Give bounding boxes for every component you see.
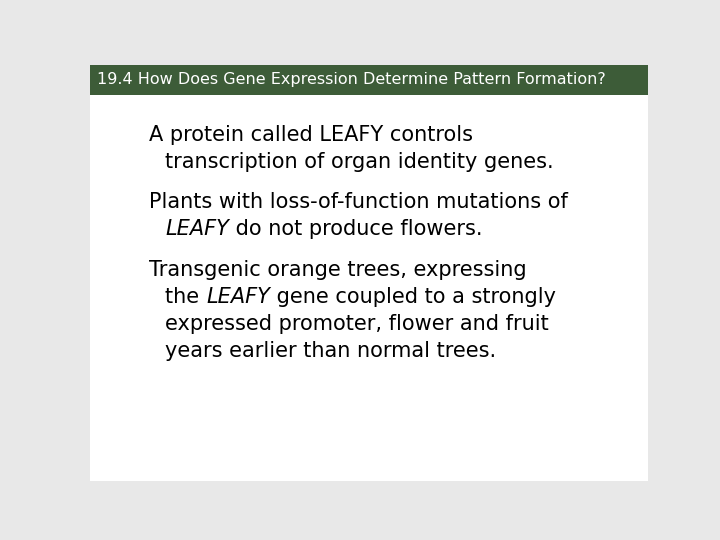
FancyBboxPatch shape	[90, 65, 648, 94]
Text: LEAFY: LEAFY	[206, 287, 270, 307]
Text: transcription of organ identity genes.: transcription of organ identity genes.	[166, 152, 554, 172]
Text: A protein called LEAFY controls: A protein called LEAFY controls	[148, 125, 472, 145]
Text: the: the	[166, 287, 206, 307]
Text: 19.4 How Does Gene Expression Determine Pattern Formation?: 19.4 How Does Gene Expression Determine …	[96, 72, 606, 87]
Text: do not produce flowers.: do not produce flowers.	[229, 219, 482, 239]
Text: years earlier than normal trees.: years earlier than normal trees.	[166, 341, 497, 361]
Text: expressed promoter, flower and fruit: expressed promoter, flower and fruit	[166, 314, 549, 334]
Text: gene coupled to a strongly: gene coupled to a strongly	[270, 287, 556, 307]
Text: LEAFY: LEAFY	[166, 219, 229, 239]
Text: Plants with loss-of-function mutations of: Plants with loss-of-function mutations o…	[148, 192, 567, 212]
Text: Transgenic orange trees, expressing: Transgenic orange trees, expressing	[148, 260, 526, 280]
FancyBboxPatch shape	[90, 94, 648, 481]
